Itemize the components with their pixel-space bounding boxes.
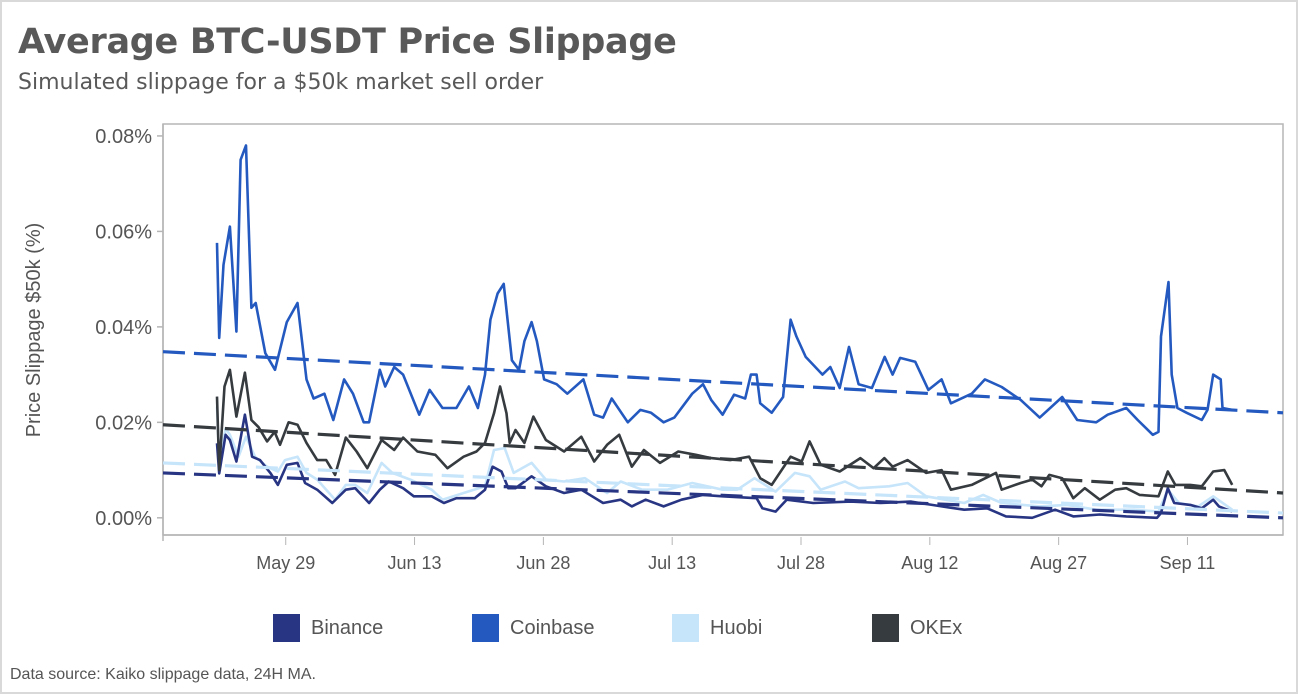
x-tick-label: Sep 11 [1160,553,1216,573]
trend-lines [162,350,1284,520]
trend-line-coinbase [162,350,1284,415]
legend-item-okex[interactable]: OKEx [872,613,962,643]
series-line-okex [215,368,1234,501]
x-tick-label: Aug 27 [1030,553,1087,573]
x-axis: May 29 Jun 13 Jun 28 Jul 13 Jul 28 Aug 12 Aug … [163,534,1283,573]
legend-swatch-huobi [672,614,699,642]
y-tick-label: 0.08% [95,126,152,148]
legend-item-binance[interactable]: Binance [273,613,383,643]
y-axis: 0.00% 0.02% 0.04% 0.06% 0.08% [95,124,164,541]
y-tick-label: 0.00% [95,508,152,530]
y-axis-label: Price Slippage $50k (%) [23,223,45,438]
legend-swatch-binance [273,614,300,642]
trend-line-binance [162,471,1284,520]
legend-label-okex: OKEx [910,616,963,639]
x-tick-label: May 29 [256,553,315,573]
series-line-huobi [215,406,1233,513]
legend-label-coinbase: Coinbase [510,616,595,639]
trend-line-okex [162,423,1284,495]
x-tick-label: Jul 13 [648,553,696,573]
y-tick-label: 0.02% [95,412,152,434]
legend-label-huobi: Huobi [710,616,763,639]
data-source-note: Data source: Kaiko slippage data, 24H MA… [10,666,316,683]
chart-title: Average BTC-USDT Price Slippage [18,22,677,62]
y-tick-label: 0.06% [95,221,152,243]
x-tick-label: Jun 28 [516,553,570,573]
x-tick-label: Jul 28 [777,553,825,573]
legend-swatch-coinbase [472,614,499,642]
y-tick-label: 0.04% [95,317,152,339]
legend-item-huobi[interactable]: Huobi [672,613,762,643]
plot-area [162,123,1284,536]
series-lines [215,144,1234,520]
x-tick-label: Aug 12 [901,553,958,573]
legend-label-binance: Binance [311,616,384,639]
trend-line-huobi [162,461,1284,515]
legend: Binance Coinbase Huobi OKEx [0,613,1298,643]
x-tick-label: Jun 13 [388,553,442,573]
legend-swatch-okex [872,614,899,642]
legend-item-coinbase[interactable]: Coinbase [472,613,595,643]
series-line-coinbase [215,144,1233,437]
chart-subtitle: Simulated slippage for a $50k market sel… [18,70,544,95]
